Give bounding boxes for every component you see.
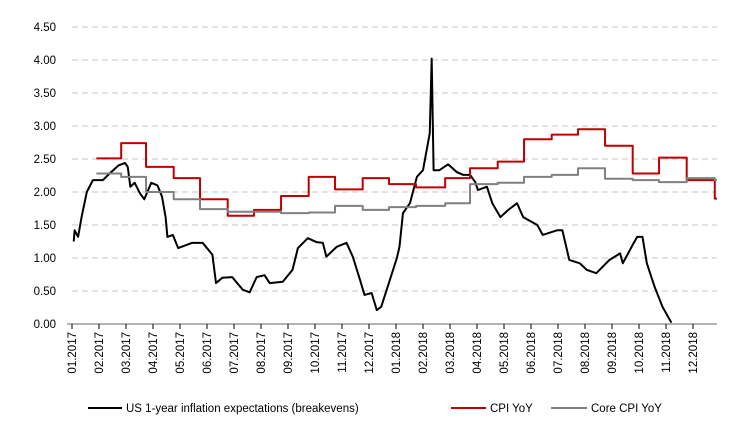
series-line-1 xyxy=(96,128,717,217)
x-tick-label: 12.2017 xyxy=(364,332,376,374)
x-tick-label: 12.2018 xyxy=(688,332,700,374)
x-tick-label: 06.2018 xyxy=(526,332,538,374)
gridlines xyxy=(72,26,717,292)
series-line-0 xyxy=(72,57,673,324)
legend-label-core-cpi: Core CPI YoY xyxy=(591,403,662,415)
x-tick-label: 01.2018 xyxy=(391,332,403,374)
x-tick-label: 05.2017 xyxy=(175,332,187,374)
x-tick-label: 04.2018 xyxy=(472,332,484,374)
x-tick-label: 08.2017 xyxy=(256,332,268,374)
x-tick-label: 09.2018 xyxy=(607,332,619,374)
x-tick-label: 09.2017 xyxy=(283,332,295,374)
legend: US 1-year inflation expectations (breake… xyxy=(88,403,662,415)
x-tick-label: 10.2018 xyxy=(634,332,646,374)
y-tick-label: 2.50 xyxy=(34,154,56,166)
y-tick-label: 4.00 xyxy=(34,55,56,67)
y-tick-label: 3.00 xyxy=(34,121,56,133)
y-tick-label: 1.50 xyxy=(34,220,56,232)
y-axis: 0.00 0.50 1.00 1.50 2.00 2.50 3.00 3.50 4.00 4.50 xyxy=(34,22,56,331)
x-tick-label: 05.2018 xyxy=(499,332,511,374)
x-tick-label: 03.2017 xyxy=(121,332,133,374)
y-tick-label: 0.00 xyxy=(34,319,56,331)
series-2 xyxy=(96,167,717,215)
x-tick-label: 02.2017 xyxy=(94,332,106,374)
x-tick-label: 04.2017 xyxy=(148,332,160,374)
series-group xyxy=(72,57,717,324)
x-tick-label: 08.2018 xyxy=(580,332,592,374)
x-tick-label: 11.2017 xyxy=(337,332,349,373)
x-tick-label: 02.2018 xyxy=(418,332,430,374)
series-line-2 xyxy=(96,167,717,215)
x-tick-label: 07.2017 xyxy=(229,332,241,374)
legend-label-cpi: CPI YoY xyxy=(490,403,533,415)
x-tick-label: 03.2018 xyxy=(445,332,457,374)
y-tick-label: 2.00 xyxy=(34,187,56,199)
legend-label-breakevens: US 1-year inflation expectations (breake… xyxy=(126,403,359,415)
x-tick-label: 10.2017 xyxy=(310,332,322,374)
y-tick-label: 0.50 xyxy=(34,286,56,298)
y-tick-label: 3.50 xyxy=(34,88,56,100)
x-tick-label: 06.2017 xyxy=(202,332,214,374)
x-tick-label: 07.2018 xyxy=(553,332,565,374)
series-0 xyxy=(72,57,673,324)
y-tick-label: 4.50 xyxy=(34,22,56,34)
x-tick-label: 11.2018 xyxy=(661,332,673,373)
x-axis: 01.2017 02.2017 03.2017 04.2017 05.2017 06.20… xyxy=(67,323,717,374)
x-tick-label: 01.2017 xyxy=(67,332,79,374)
series-1 xyxy=(96,128,717,217)
y-tick-label: 1.00 xyxy=(34,253,56,265)
